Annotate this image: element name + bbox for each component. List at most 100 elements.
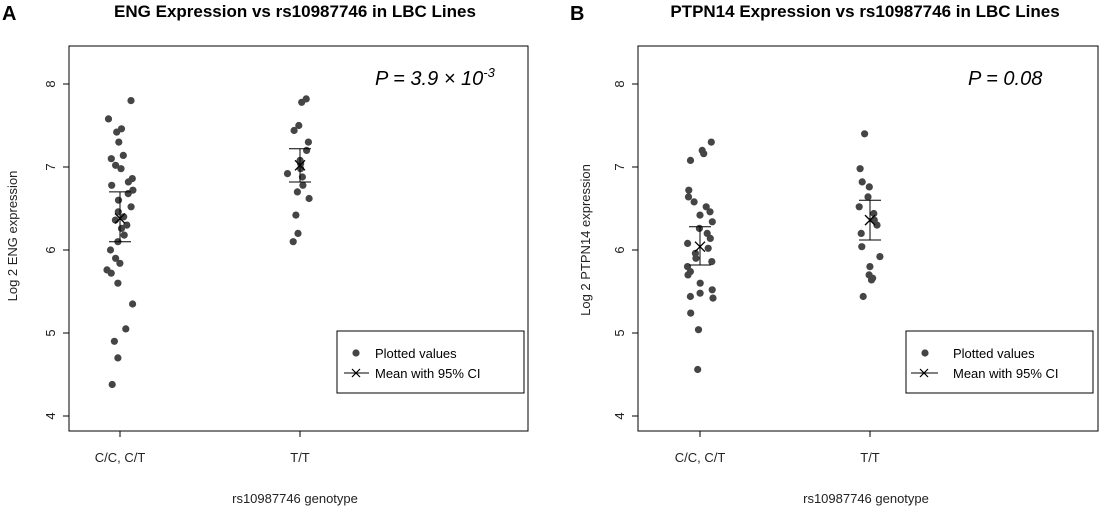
panel-b-data-point	[861, 130, 869, 138]
panel-b-data-point	[696, 279, 704, 287]
panel-b-data-point	[708, 286, 716, 294]
panel-b-data-point	[857, 229, 865, 237]
panel-a-data-point	[116, 259, 124, 267]
panel-b-data-point	[859, 292, 867, 301]
panel-a-data-point	[120, 231, 128, 239]
panel-a-data-point	[299, 181, 307, 189]
panel-b-data-point	[696, 289, 704, 297]
panel-b-data-point	[856, 165, 864, 173]
panel-a-data-point	[127, 97, 135, 105]
panel-a-data-point	[295, 121, 303, 130]
panel-b-data-point	[707, 138, 715, 146]
panel-a-data-point	[112, 161, 120, 169]
panel-a-ytick-label: 4	[43, 412, 58, 419]
panel-b-ytick-label: 8	[612, 80, 627, 87]
panel-b-data-point	[685, 186, 693, 194]
panel-b-data-point	[864, 193, 872, 201]
panel-a-ytick-label: 5	[43, 329, 58, 336]
panel-a-data-point	[124, 190, 132, 198]
panel-a-plot-frame	[68, 45, 529, 432]
panel-a-data-point	[107, 269, 115, 277]
panel-b-data-point	[684, 239, 692, 247]
panel-a-data-point	[293, 188, 301, 196]
panel-a-data-point	[110, 337, 118, 345]
panel-b-p-value: P = 0.08	[968, 68, 1042, 90]
panel-b-x-axis-label: rs10987746 genotype	[803, 491, 929, 506]
panel-b-marks: 4 5 6 7 8 C/C, C/T T/T	[612, 80, 884, 465]
panel-b-ytick-label: 4	[612, 412, 627, 419]
panel-b-data-point	[694, 365, 702, 374]
panel-a-marks: 4 5 6 7 8 C/C, C/T T/T	[43, 80, 313, 465]
panel-b-data-point	[696, 211, 704, 219]
panel-b-data-point	[706, 208, 714, 216]
panel-a-legend-box	[336, 330, 525, 394]
panel-a-data-point	[108, 380, 116, 389]
panel-a-letter: A	[2, 3, 16, 25]
panel-a-mean-marker	[114, 213, 126, 224]
panel-a-data-point	[124, 178, 132, 186]
panel-a-y-axis-label: Log 2 ENG expression	[5, 171, 20, 302]
panel-b-data-point	[690, 198, 698, 206]
panel-a-data-point	[122, 325, 130, 333]
panel-a-ytick-label: 6	[43, 246, 58, 253]
panel-b-data-point	[708, 218, 716, 226]
panel-a-data-point	[294, 229, 302, 237]
panel-b-y-axis-label: Log 2 PTPN14 expression	[578, 164, 593, 316]
panel-a-title: ENG Expression vs rs10987746 in LBC Line…	[114, 2, 476, 21]
panel-a-data-point	[289, 238, 297, 246]
panel-a-data-point	[104, 115, 113, 123]
panel-b-data-point	[704, 244, 712, 252]
panel-b-data-point	[702, 203, 710, 211]
panel-b-data-point	[858, 178, 866, 186]
panel-b-legend-box	[905, 330, 1094, 394]
panel-b-data-point	[684, 271, 692, 279]
panel-b-data-point	[855, 203, 863, 211]
panel-a-data-point	[129, 300, 137, 308]
panel-b-xtick-label: T/T	[860, 450, 880, 465]
panel-a-data-point	[117, 165, 125, 173]
panel-a-xtick-label: T/T	[290, 450, 310, 465]
panel-b-legend-mean-label: Mean with 95% CI	[953, 366, 1059, 381]
panel-a-data-point	[117, 224, 126, 232]
panel-a-data-point	[112, 254, 120, 262]
panel-b-data-point	[694, 326, 703, 334]
panel-a-data-point	[120, 213, 128, 221]
panel-a-data-point	[108, 181, 116, 189]
panel-a-data-point	[119, 151, 127, 159]
panel-a-legend-point-symbol	[352, 349, 360, 357]
panel-b: B PTPN14 Expression vs rs10987746 in LBC…	[570, 2, 1099, 506]
panel-b-data-point	[866, 263, 874, 271]
panel-b-data-point	[870, 209, 878, 218]
panel-b-data-point	[867, 276, 876, 284]
panel-a-ytick-label: 7	[43, 163, 58, 170]
panel-a-x-axis-label: rs10987746 genotype	[232, 491, 358, 506]
panel-b-data-point	[692, 254, 700, 262]
panel-b-legend-point-symbol	[921, 349, 929, 357]
panel-a-data-point	[127, 203, 135, 211]
panel-b-data-point	[865, 183, 873, 191]
panel-b-ytick-label: 7	[612, 163, 627, 170]
panel-a-legend: Plotted values Mean with 95% CI	[336, 330, 525, 394]
panel-b-data-point	[700, 150, 708, 158]
panel-a-data-point	[114, 279, 122, 287]
panel-b-ytick-label: 5	[612, 329, 627, 336]
panel-b-letter: B	[570, 3, 584, 25]
panel-b-data-point	[706, 234, 714, 242]
panel-b-mean-marker	[694, 241, 706, 253]
panel-a-data-point	[305, 194, 313, 203]
panel-b-data-point	[876, 253, 884, 261]
panel-a-xtick-label: C/C, C/T	[95, 450, 146, 465]
panel-a-data-point	[292, 211, 300, 219]
panel-b-data-point	[684, 193, 693, 201]
panel-b-data-point	[708, 258, 716, 266]
panel-b-data-point	[858, 243, 866, 251]
panel-b-data-point	[686, 292, 695, 301]
panel-a-legend-points-label: Plotted values	[375, 346, 457, 361]
panel-b-data-point	[687, 309, 695, 317]
panel-b-data-point	[686, 156, 695, 164]
panel-b-mean-marker	[864, 214, 876, 226]
panel-b-ytick-label: 6	[612, 246, 627, 253]
panel-a-data-point	[298, 98, 306, 106]
panel-a-data-point	[107, 155, 115, 163]
panel-a-ytick-label: 8	[43, 80, 58, 87]
